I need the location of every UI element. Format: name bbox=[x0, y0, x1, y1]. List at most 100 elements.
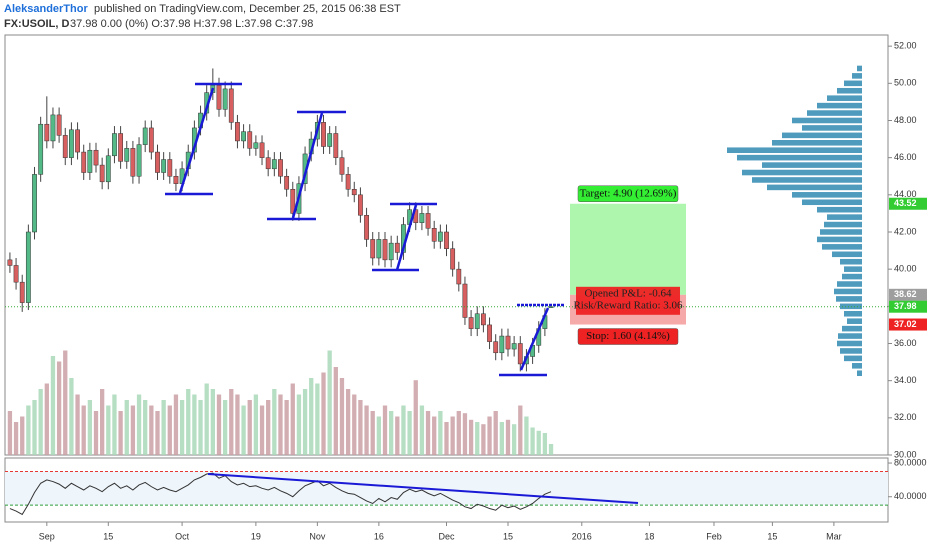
volume-profile-bar bbox=[792, 117, 862, 124]
volume-profile-bar bbox=[772, 140, 862, 146]
volume-bar bbox=[278, 394, 283, 455]
volume-profile-bar bbox=[852, 73, 862, 79]
candle-body bbox=[38, 123, 44, 175]
volume-bar bbox=[204, 383, 209, 455]
volume-profile-bar bbox=[782, 132, 862, 139]
candle-body bbox=[44, 123, 50, 142]
volume-bar bbox=[81, 405, 86, 455]
candle-body bbox=[93, 149, 99, 166]
candle-body bbox=[394, 242, 400, 253]
candle-body bbox=[228, 88, 234, 123]
volume-bar bbox=[167, 405, 172, 455]
y-tick-label: 48.00 bbox=[894, 115, 917, 125]
volume-profile-bar bbox=[817, 102, 862, 109]
volume-profile-bar bbox=[847, 318, 862, 324]
volume-bar bbox=[173, 394, 179, 455]
volume-bar bbox=[364, 405, 369, 455]
candle-body bbox=[99, 164, 105, 183]
candle-body bbox=[13, 265, 19, 283]
volume-profile-bar bbox=[852, 363, 862, 369]
volume-profile-bar bbox=[842, 325, 862, 332]
volume-bar bbox=[112, 394, 117, 455]
y-tick-label: 34.00 bbox=[894, 375, 917, 385]
candle-body bbox=[87, 149, 93, 173]
volume-profile-bar bbox=[727, 147, 862, 154]
volume-bar bbox=[327, 350, 332, 455]
volume-bar bbox=[382, 405, 388, 455]
volume-profile-bar bbox=[834, 288, 862, 295]
volume-bar bbox=[309, 378, 314, 455]
volume-profile-bar bbox=[836, 296, 862, 302]
y-tick-label: 30.00 bbox=[894, 449, 917, 459]
price-label-bg bbox=[889, 318, 927, 331]
volume-bar bbox=[284, 400, 289, 455]
candle-body bbox=[444, 231, 449, 249]
volume-bar bbox=[432, 416, 437, 455]
volume-profile-bar bbox=[844, 355, 862, 362]
volume-bar bbox=[542, 433, 548, 455]
candle-body bbox=[62, 135, 68, 158]
candle-body bbox=[7, 259, 13, 266]
volume-profile-bar bbox=[752, 177, 862, 183]
candle-body bbox=[167, 159, 173, 177]
rsi-line bbox=[9, 472, 552, 516]
price-label: 37.98 bbox=[894, 301, 917, 311]
volume-bar bbox=[524, 416, 529, 455]
candle-body bbox=[265, 157, 271, 170]
volume-bar bbox=[13, 422, 19, 455]
volume-bar bbox=[38, 389, 43, 455]
quote: 37.98 0.00 (0%) O:37.98 H:37.98 L:37.98 … bbox=[70, 18, 313, 30]
volume-profile-bar bbox=[837, 281, 862, 287]
x-tick-label: Nov bbox=[309, 531, 326, 541]
volume-bar bbox=[475, 422, 480, 455]
volume-bar bbox=[315, 383, 320, 455]
pnl-label: Opened P&L: -0.64 bbox=[584, 287, 672, 299]
y-tick-label: 52.00 bbox=[894, 41, 917, 51]
volume-profile-bar bbox=[844, 310, 862, 317]
candle-body bbox=[425, 213, 431, 229]
candle-body bbox=[487, 324, 492, 342]
volume-profile-bar bbox=[857, 370, 862, 377]
volume-bar bbox=[198, 400, 203, 455]
volume-bar bbox=[370, 411, 375, 455]
volume-bar bbox=[438, 411, 443, 455]
volume-bar bbox=[444, 422, 449, 455]
volume-profile-bar bbox=[824, 221, 862, 228]
volume-bar bbox=[7, 411, 13, 455]
author[interactable]: AleksanderThor bbox=[4, 3, 88, 15]
candle-body bbox=[247, 131, 253, 149]
candle-body bbox=[364, 215, 369, 240]
price-label-bg bbox=[889, 197, 927, 210]
candle-body bbox=[142, 127, 148, 145]
volume-bar bbox=[462, 413, 468, 455]
price-label: 37.02 bbox=[894, 319, 917, 329]
rsi-band bbox=[5, 471, 888, 506]
volume-profile-bar bbox=[802, 199, 862, 206]
candle-body bbox=[474, 313, 480, 329]
volume-bar bbox=[505, 419, 511, 455]
candle-body bbox=[173, 175, 179, 184]
pattern-drawings bbox=[165, 82, 639, 504]
volume-bar bbox=[302, 389, 308, 455]
candle-body bbox=[241, 131, 246, 142]
volume-bar bbox=[124, 400, 129, 455]
volume-bar bbox=[333, 367, 338, 455]
y-tick-label: 46.00 bbox=[894, 152, 917, 162]
x-tick-label: 15 bbox=[767, 531, 777, 541]
volume-bar bbox=[419, 405, 425, 455]
candle-body bbox=[431, 228, 437, 242]
price-label-bg bbox=[889, 300, 927, 313]
ratio-label: Risk/Reward Ratio: 3.06 bbox=[573, 299, 683, 311]
volume-bar bbox=[161, 400, 166, 455]
candle-body bbox=[505, 335, 511, 350]
volume-profile-bar bbox=[792, 192, 862, 198]
volume-profile-bar bbox=[837, 340, 862, 347]
candle-body bbox=[222, 88, 228, 110]
candle-body bbox=[493, 341, 499, 354]
pnl-bg bbox=[576, 286, 680, 315]
symbol: FX:USOIL, D bbox=[4, 18, 69, 30]
candle-body bbox=[437, 231, 443, 242]
x-tick-label: 16 bbox=[374, 531, 384, 541]
drawing bbox=[291, 112, 324, 219]
candle-body bbox=[462, 283, 468, 318]
